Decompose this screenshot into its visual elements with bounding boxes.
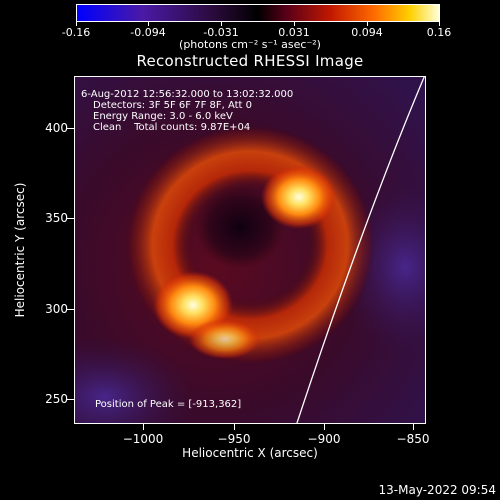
y-tick-mark xyxy=(66,309,74,310)
y-tick-label: 400 xyxy=(45,121,68,135)
y-tick-mark xyxy=(66,218,74,219)
image-plot: 6-Aug-2012 12:56:32.000 to 13:02:32.000 … xyxy=(74,76,426,424)
colorbar-tick-label: -0.094 xyxy=(130,26,166,39)
colorbar-tick-mark xyxy=(294,21,295,26)
x-tick-label: −950 xyxy=(217,432,251,446)
y-tick-label: 300 xyxy=(45,302,68,316)
x-tick-mark xyxy=(324,424,325,430)
solar-limb-line xyxy=(296,77,425,423)
y-axis-label: Heliocentric Y (arcsec) xyxy=(13,182,27,318)
x-tick-mark xyxy=(143,424,144,430)
x-tick-label: −850 xyxy=(396,432,430,446)
x-axis-label: Heliocentric X (arcsec) xyxy=(182,446,318,460)
info-peak: Position of Peak = [-913,362] xyxy=(95,399,242,410)
generation-timestamp: 13-May-2022 09:54 xyxy=(378,483,496,497)
colorbar-tick-mark xyxy=(148,21,149,26)
y-tick-mark xyxy=(66,128,74,129)
rhessi-image xyxy=(75,77,425,423)
y-tick-label: 350 xyxy=(45,211,68,225)
y-tick-mark xyxy=(66,399,74,400)
colorbar-tick-mark xyxy=(367,21,368,26)
x-tick-mark xyxy=(413,424,414,430)
x-tick-label: −1000 xyxy=(122,432,164,446)
x-tick-mark xyxy=(234,424,235,430)
colorbar xyxy=(76,4,440,22)
colorbar-tick-mark xyxy=(221,21,222,26)
info-detectors: Detectors: 3F 5F 6F 7F 8F, Att 0 xyxy=(93,100,253,111)
colorbar-tick-label: -0.16 xyxy=(61,26,91,39)
x-tick-label: −900 xyxy=(307,432,341,446)
y-tick-label: 250 xyxy=(45,392,68,406)
colorbar-tick-label: 0.031 xyxy=(278,26,310,39)
hot-spot-upper xyxy=(261,165,337,229)
info-clean: Clean Total counts: 9.87E+04 xyxy=(93,122,251,133)
colorbar-tick-mark xyxy=(439,21,440,26)
colorbar-tick-label: -0.031 xyxy=(203,26,239,39)
colorbar-units: (photons cm⁻² s⁻¹ asec⁻²) xyxy=(179,38,321,51)
colorbar-tick-mark xyxy=(76,21,77,26)
image-title: Reconstructed RHESSI Image xyxy=(136,52,364,70)
info-time: 6-Aug-2012 12:56:32.000 to 13:02:32.000 xyxy=(81,89,294,100)
info-energy: Energy Range: 3.0 - 6.0 keV xyxy=(93,111,233,122)
colorbar-tick-label: 0.094 xyxy=(351,26,383,39)
colorbar-tick-label: 0.16 xyxy=(426,26,452,39)
